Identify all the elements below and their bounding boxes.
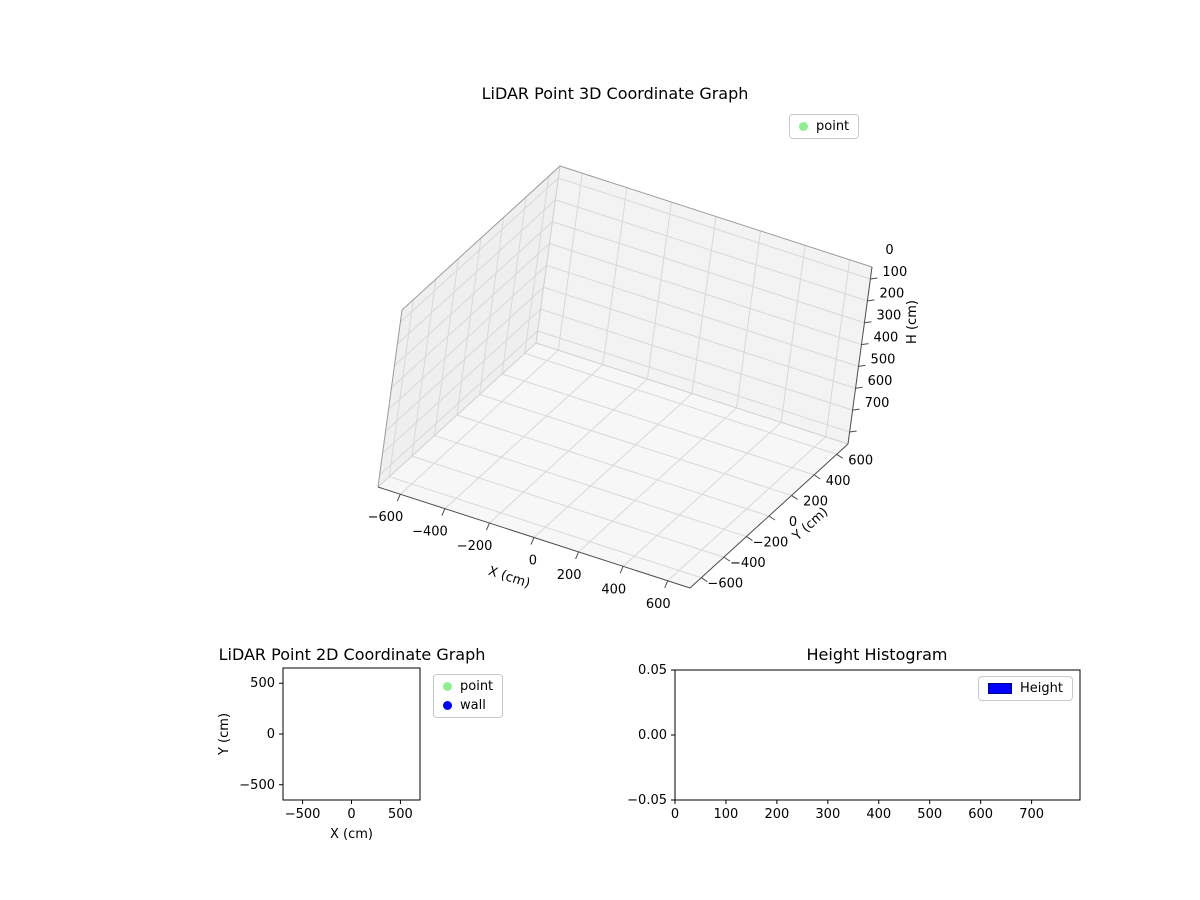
plot3d-y-tick-label: −200 — [753, 536, 789, 551]
legend-label-wall: wall — [460, 698, 486, 713]
x-tick-label: 200 — [764, 807, 789, 822]
x-tick-label: 0 — [671, 807, 679, 822]
x-tick-label: 600 — [968, 807, 993, 822]
x-tick-label: 0 — [347, 807, 355, 822]
plot3d-x-tick-label: 400 — [601, 582, 626, 597]
plot3d-title: LiDAR Point 3D Coordinate Graph — [481, 84, 749, 103]
legend-label-point: point — [460, 679, 494, 694]
y-tick-label: 500 — [250, 676, 275, 691]
legend-entry-point: point — [799, 119, 849, 134]
plot3d-z-tick-label: 700 — [865, 396, 890, 411]
plot3d-x-tick-label: 200 — [557, 568, 582, 583]
x-tick-label: 100 — [714, 807, 739, 822]
plot3d-y-tick-label: 200 — [803, 494, 828, 509]
plot3d-y-tick-label: 400 — [826, 474, 851, 489]
plot3d-z-tick-label: 400 — [874, 330, 899, 345]
y-tick-label: −500 — [239, 778, 275, 793]
plot2d-y-axis-label: Y (cm) — [217, 713, 232, 756]
plot3d-x-tick-label: −200 — [457, 539, 493, 554]
x-tick-label: −500 — [285, 807, 321, 822]
legend-label-height: Height — [1020, 681, 1063, 696]
plot3d-z-tick-label: 0 — [885, 243, 893, 258]
plot3d-z-tick-label: 200 — [879, 287, 904, 302]
y-tick-label: 0 — [267, 727, 275, 742]
y-tick-label: 0.05 — [638, 663, 667, 678]
legend-entry-point: point — [443, 679, 493, 694]
plot3d-z-tick-label: 600 — [868, 374, 893, 389]
legend-entry-height: Height — [988, 681, 1063, 696]
plot3d-y-tick-label: −600 — [707, 577, 743, 592]
x-tick-label: 300 — [815, 807, 840, 822]
plot3d-z-tick-label: 500 — [871, 352, 896, 367]
plot3d-x-tick-label: 600 — [646, 597, 671, 612]
plot3d-z-tick-label: 300 — [876, 309, 901, 324]
histogram-legend: Height — [978, 676, 1073, 701]
plot3d-x-tick-label: −400 — [412, 525, 448, 540]
plot3d-x-tick-label: −600 — [368, 510, 404, 525]
plot3d-y-tick-label: 0 — [789, 515, 797, 530]
plot3d-x-axis-label: X (cm) — [486, 564, 532, 592]
x-tick-label: 400 — [866, 807, 891, 822]
plot3d-legend: point — [789, 114, 860, 139]
plot3d-x-tick-label: 0 — [529, 554, 537, 569]
y-tick-label: 0.00 — [638, 728, 667, 743]
histogram-title: Height Histogram — [806, 645, 948, 664]
plot2d-x-axis-label: X (cm) — [330, 827, 373, 842]
x-tick-label: 700 — [1019, 807, 1044, 822]
point-marker-icon — [799, 122, 808, 131]
plot3d-y-tick-label: −400 — [730, 556, 766, 571]
height-marker-icon — [988, 683, 1012, 694]
plot3d-z-axis-label: H (cm) — [905, 300, 920, 344]
plot2d-title: LiDAR Point 2D Coordinate Graph — [218, 645, 486, 664]
x-tick-label: 500 — [917, 807, 942, 822]
plot3d-y-tick-label: 600 — [848, 453, 873, 468]
x-tick-label: 500 — [388, 807, 413, 822]
point-marker-icon — [443, 682, 452, 691]
plot3d-z-tick-label: 100 — [882, 265, 907, 280]
plot2d-legend: point wall — [433, 674, 504, 718]
wall-marker-icon — [443, 701, 452, 710]
legend-label-point: point — [816, 119, 850, 134]
legend-entry-wall: wall — [443, 698, 493, 713]
y-tick-label: −0.05 — [627, 793, 667, 808]
